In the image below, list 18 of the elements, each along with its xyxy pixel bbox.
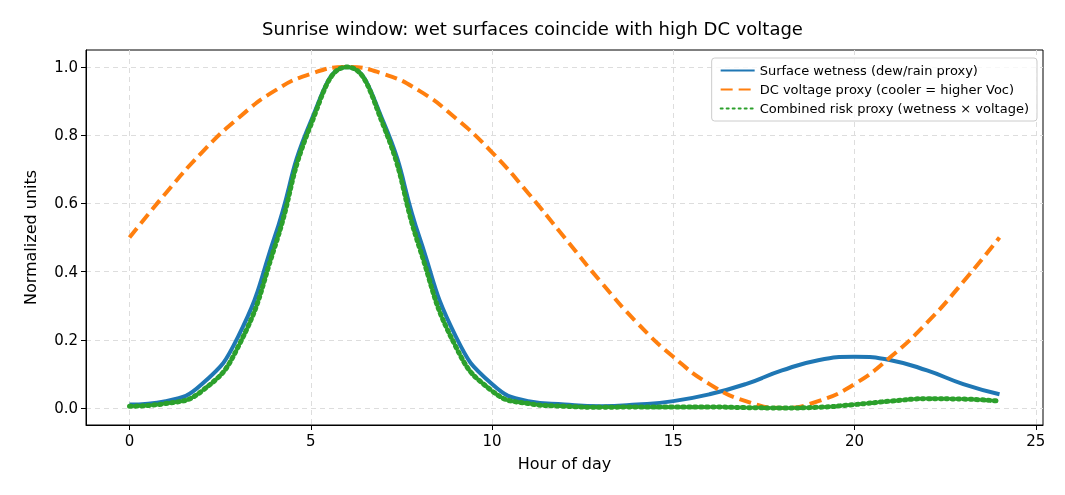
x-tick-label: 15 [663,431,683,450]
y-tick-label: 0.2 [54,330,78,349]
x-tick-label: 5 [305,431,316,450]
y-axis-title: Normalized units [20,169,40,306]
y-tick-label: 0.0 [54,398,78,417]
y-tick-label: 1.0 [54,58,78,77]
chart-title: Sunrise window: wet surfaces coincide with high DC voltage [262,17,803,39]
legend-label: Surface wetness (dew/rain proxy) [759,63,978,78]
x-tick-label: 25 [1026,431,1046,450]
x-tick-label: 0 [124,431,135,450]
legend-label: Combined risk proxy (wetness × voltage) [759,101,1030,116]
legend-label: DC voltage proxy (cooler = higher Voc) [759,82,1015,97]
x-tick-label: 10 [482,431,502,450]
y-tick-label: 0.6 [54,194,78,213]
x-tick-label: 20 [844,431,865,450]
y-tick-label: 0.8 [54,126,78,145]
x-axis-title: Hour of day [517,453,612,473]
y-tick-label: 0.4 [54,262,78,281]
